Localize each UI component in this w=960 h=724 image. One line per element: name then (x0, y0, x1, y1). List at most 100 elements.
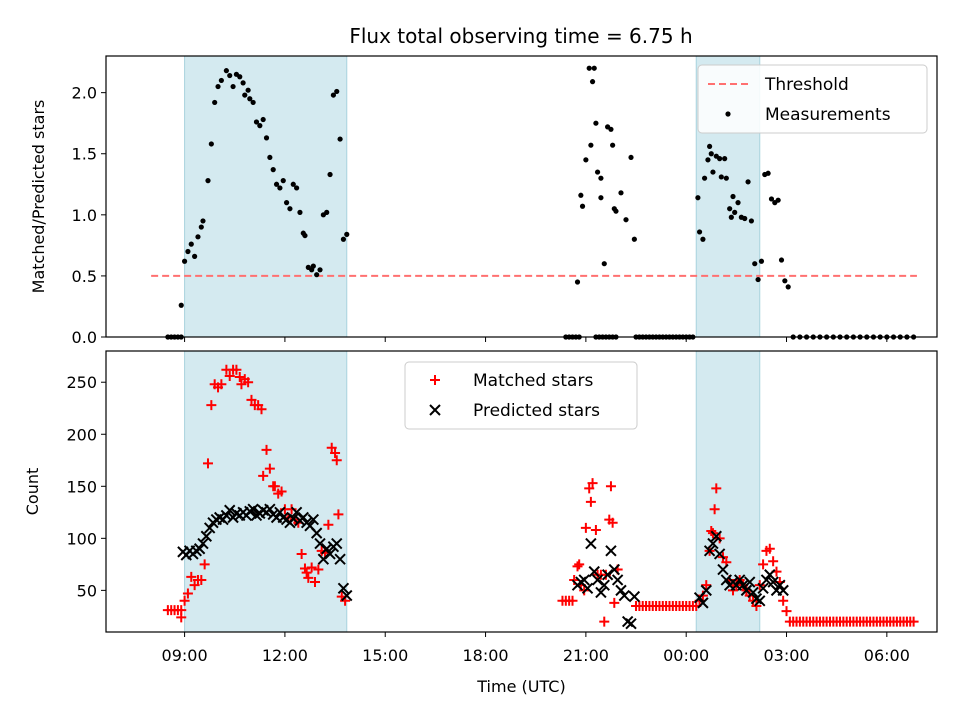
predicted-star-point (611, 574, 624, 586)
predicted-star-point (744, 576, 756, 588)
predicted-star-point (717, 563, 729, 576)
predicted-star-point (317, 553, 330, 565)
measurement-point (588, 142, 594, 148)
measurement-point (728, 214, 734, 220)
predicted-star-point (247, 503, 259, 515)
matched-star-point (580, 522, 591, 533)
measurement-point (230, 83, 236, 90)
predicted-star-point (334, 553, 346, 565)
measurement-point (287, 206, 293, 212)
measurement-point (591, 65, 597, 71)
measurement-point (297, 209, 303, 215)
matched-star-point (224, 370, 235, 381)
measurement-point (302, 232, 308, 239)
measurement-point (327, 171, 333, 178)
measurement-point (610, 142, 616, 148)
matched-star-point (306, 562, 317, 573)
measurement-point (700, 236, 706, 242)
measurement-point (722, 156, 728, 162)
measurement-point (198, 224, 204, 230)
figure-title: Flux total observing time = 6.75 h (349, 24, 692, 48)
matched-star-point (236, 379, 247, 390)
measurement-point (242, 92, 248, 98)
matched-star-point (331, 455, 342, 466)
measurement-point (250, 99, 256, 106)
measurement-point (208, 141, 214, 147)
matched-star-point (330, 447, 341, 458)
measurement-point (267, 154, 273, 161)
matched-star-point (333, 509, 344, 520)
measurement-point (579, 203, 586, 209)
matched-star-point (258, 470, 269, 481)
measurement-point (324, 209, 330, 215)
y-axis-label: Count (23, 468, 42, 516)
count-plot: 50 100 150 200 250 09:00 12:00 15:00 18:00 21:00 0… (23, 350, 938, 696)
measurement-point (758, 258, 765, 264)
measurement-point (253, 119, 260, 125)
measurement-point (727, 206, 733, 212)
matched-star-point (276, 486, 287, 497)
predicted-star-point (713, 548, 726, 560)
y-tick-label: 200 (66, 425, 97, 444)
measurement-point (223, 68, 229, 74)
measurement-point (710, 169, 716, 175)
legend-matched-label: Matched stars (473, 371, 593, 391)
matched-star-point (216, 379, 227, 390)
matched-star-point (600, 569, 611, 580)
predicted-star-point (628, 590, 641, 603)
measurement-point (598, 175, 604, 181)
predicted-star-point (774, 579, 786, 591)
measurement-point (294, 185, 300, 191)
x-tick-label: 09:00 (162, 646, 208, 665)
measurement-point (195, 234, 201, 240)
matched-star-point (199, 559, 210, 570)
matched-star-point (246, 394, 257, 405)
measurement-point (723, 175, 729, 181)
measurement-point (623, 217, 629, 223)
predicted-star-point (585, 537, 597, 550)
measurement-point (290, 181, 296, 187)
measurement-point (247, 96, 253, 102)
predicted-star-point (341, 589, 353, 602)
matched-star-point (189, 580, 200, 591)
x-tick-label: 06:00 (864, 646, 910, 665)
measurement-point (745, 179, 751, 185)
measurement-point (240, 80, 246, 86)
plot-frame (105, 55, 938, 338)
matched-star-point (234, 372, 245, 383)
predicted-star-point (625, 617, 637, 630)
measurement-point (330, 92, 336, 98)
matched-star-point (764, 543, 775, 554)
predicted-star-point (203, 522, 216, 534)
x-tick-label: 03:00 (763, 646, 809, 665)
x-tick-label: 15:00 (362, 646, 408, 665)
predicted-star-point (618, 589, 631, 602)
measurement-point (593, 120, 599, 126)
matched-star-point (587, 478, 598, 489)
measurement-point (742, 215, 748, 222)
predicted-star-point (707, 537, 719, 550)
predicted-star-point (324, 548, 336, 560)
matched-star-point (706, 526, 717, 537)
measurement-point (782, 278, 788, 284)
measurement-point (205, 178, 211, 184)
predicted-star-point (601, 569, 614, 581)
predicted-star-point (703, 545, 716, 557)
matched-star-point (781, 606, 792, 617)
predicted-star-point (737, 579, 749, 591)
predicted-star-point (720, 574, 733, 586)
matched-star-point (701, 580, 712, 591)
y-tick-label: 0.5 (72, 267, 97, 286)
measurement-point (613, 208, 619, 214)
matched-star-point (243, 377, 254, 388)
matched-star-point (778, 595, 789, 606)
predicted-star-point (297, 511, 310, 524)
matched-star-point (567, 595, 578, 606)
legend-predicted-label: Predicted stars (473, 401, 600, 421)
matched-star-point (709, 504, 720, 515)
predicted-star-point (321, 543, 333, 555)
measurement-point (701, 175, 708, 181)
matched-star-point (605, 481, 616, 492)
measurement-point (273, 181, 280, 187)
